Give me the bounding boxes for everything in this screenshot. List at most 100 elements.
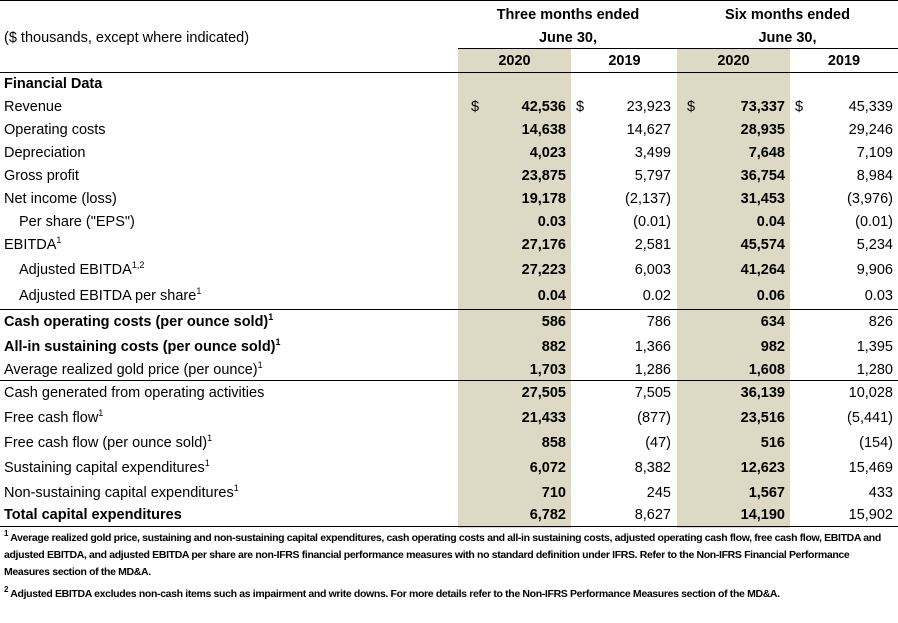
cell-value: 8,984 <box>856 168 893 184</box>
cell-value: 1,703 <box>529 362 566 378</box>
row-label: Revenue <box>4 98 62 116</box>
header-bottom-rule <box>0 72 898 73</box>
shaded-column-q2-2020 <box>458 48 571 528</box>
row-label-text: Adjusted EBITDA per share <box>19 288 197 304</box>
column-header-h1-2020: 2020 <box>717 53 750 69</box>
cell-value: 7,109 <box>856 145 893 161</box>
row-label-text: Depreciation <box>4 145 86 161</box>
row-label: Adjusted EBITDA1,2 <box>19 261 144 279</box>
footnote-ref: 1 <box>204 458 210 468</box>
currency-symbol: $ <box>687 99 696 115</box>
cell-value: 1,608 <box>748 362 785 378</box>
footnote-mark: 1 <box>4 529 9 538</box>
footnote-ref: 1 <box>233 483 239 493</box>
cell-value: 31,453 <box>740 191 785 207</box>
footnote-ref: 1 <box>257 360 263 370</box>
row-label-text: Net income (loss) <box>4 191 117 207</box>
cell-value: 27,223 <box>521 262 566 278</box>
row-label: Free cash flow1 <box>4 409 103 427</box>
cell-value: 710 <box>541 485 566 501</box>
cell-value: (47) <box>645 435 671 451</box>
row-label: Per share ("EPS") <box>19 213 135 231</box>
row-label-text: Sustaining capital expenditures <box>4 460 205 476</box>
cell-value: 634 <box>760 314 785 330</box>
cell-value: 1,567 <box>748 485 785 501</box>
footnote-text: Adjusted EBITDA excludes non-cash items … <box>10 588 780 600</box>
footnote-ref: 1 <box>207 433 213 443</box>
section-title: Financial Data <box>4 76 103 92</box>
footnote-ref: 1,2 <box>131 260 145 270</box>
row-label-text: Gross profit <box>4 168 79 184</box>
row-label-text: Cash operating costs (per ounce sold) <box>4 314 269 330</box>
cell-value: (5,441) <box>847 410 893 426</box>
row-label-text: Non-sustaining capital expenditures <box>4 485 234 501</box>
row-label-text: Operating costs <box>4 122 106 138</box>
rule-after-adjusted-ebitda-per-share <box>0 309 898 310</box>
row-label: Depreciation <box>4 144 85 162</box>
row-label: Cash operating costs (per ounce sold)1 <box>4 313 273 331</box>
row-label: Total capital expenditures <box>4 506 182 524</box>
cell-value: 27,176 <box>521 237 566 253</box>
cell-value: 14,190 <box>740 507 785 523</box>
cell-value: 516 <box>760 435 785 451</box>
row-label-text: Adjusted EBITDA <box>19 262 132 278</box>
cell-value: (877) <box>637 410 671 426</box>
currency-symbol: $ <box>576 99 585 115</box>
cell-value: 29,246 <box>848 122 893 138</box>
footnote-ref: 1 <box>196 286 202 296</box>
cell-value: 586 <box>541 314 566 330</box>
column-header-q2-2019: 2019 <box>608 53 641 69</box>
cell-value: 826 <box>868 314 893 330</box>
cell-value: 15,469 <box>848 460 893 476</box>
cell-value: (154) <box>859 435 893 451</box>
cell-value: 36,754 <box>740 168 785 184</box>
row-label: Adjusted EBITDA per share1 <box>19 287 201 305</box>
row-label-text: Free cash flow (per ounce sold) <box>4 435 208 451</box>
cell-value: 5,797 <box>634 168 671 184</box>
cell-value: 23,875 <box>521 168 566 184</box>
cell-value: 0.03 <box>864 288 893 304</box>
row-label-text: Per share ("EPS") <box>19 214 135 230</box>
cell-value: 45,574 <box>740 237 785 253</box>
cell-value: 21,433 <box>521 410 566 426</box>
cell-value: (0.01) <box>855 214 893 230</box>
cell-value: (2,137) <box>625 191 671 207</box>
column-header-q2-2020: 2020 <box>498 53 531 69</box>
cell-value: 0.06 <box>756 288 785 304</box>
row-label: Non-sustaining capital expenditures1 <box>4 484 239 502</box>
cell-value: 36,139 <box>740 385 785 401</box>
group-header-six-months-date: June 30, <box>758 30 817 46</box>
footnote-ref: 1 <box>56 235 62 245</box>
cell-value: 0.04 <box>537 288 566 304</box>
cell-value: 12,623 <box>740 460 785 476</box>
cell-value: 1,286 <box>634 362 671 378</box>
cell-value: 6,003 <box>634 262 671 278</box>
cell-value: 23,516 <box>740 410 785 426</box>
row-label: EBITDA1 <box>4 236 61 254</box>
group-header-six-months: Six months ended <box>725 7 850 23</box>
cell-value: 0.02 <box>642 288 671 304</box>
footnote-2: 2 Adjusted EBITDA excludes non-cash item… <box>4 586 884 603</box>
cell-value: 28,935 <box>740 122 785 138</box>
cell-value: 3,499 <box>634 145 671 161</box>
row-label-text: Total capital expenditures <box>4 507 182 523</box>
rule-after-average-realized-price <box>0 380 898 381</box>
cell-value: 858 <box>541 435 566 451</box>
cell-value: 27,505 <box>521 385 566 401</box>
cell-value: 4,023 <box>529 145 566 161</box>
cell-value: 245 <box>646 485 671 501</box>
cell-value: 7,505 <box>634 385 671 401</box>
group-header-three-months-date: June 30, <box>538 30 598 46</box>
footnote-ref: 1 <box>268 312 274 322</box>
footnote-mark: 2 <box>4 585 9 594</box>
header-underline-group1 <box>458 48 678 49</box>
cell-value: 73,337 <box>740 99 785 115</box>
cell-value: 41,264 <box>740 262 785 278</box>
row-label-text: EBITDA <box>4 237 57 253</box>
row-label-text: Revenue <box>4 99 63 115</box>
cell-value: 0.04 <box>756 214 785 230</box>
cell-value: 6,782 <box>529 507 566 523</box>
table-bottom-rule <box>0 526 898 527</box>
cell-value: (0.01) <box>633 214 671 230</box>
